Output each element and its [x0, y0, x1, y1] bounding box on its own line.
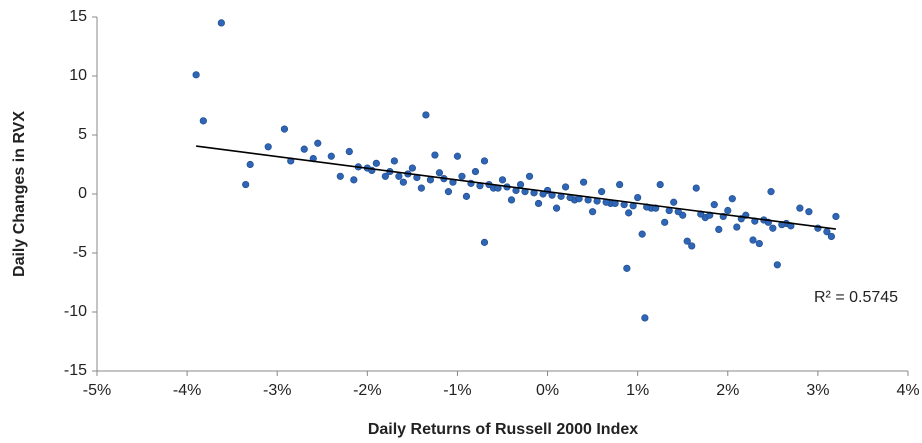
- point: [480, 157, 489, 165]
- point: [462, 192, 471, 200]
- x-tick-label: 0%: [536, 382, 559, 399]
- point: [507, 196, 516, 204]
- point: [656, 180, 664, 189]
- point: [688, 242, 696, 250]
- point: [670, 198, 678, 206]
- point: [458, 172, 466, 180]
- point: [710, 201, 718, 209]
- point: [350, 176, 358, 184]
- point: [724, 206, 732, 215]
- x-tick-label: 1%: [626, 382, 649, 399]
- point: [805, 208, 813, 216]
- point: [661, 218, 669, 226]
- x-tick-label: -3%: [263, 382, 291, 399]
- x-tick-label: -5%: [83, 382, 111, 399]
- annotation: R² = 0.5745: [814, 289, 898, 306]
- point: [280, 125, 289, 133]
- point: [444, 188, 453, 196]
- point: [715, 225, 723, 233]
- point: [634, 193, 642, 202]
- point: [534, 199, 543, 208]
- point: [625, 209, 633, 217]
- point: [264, 143, 272, 151]
- x-tick-label: -4%: [173, 382, 201, 399]
- point: [832, 212, 840, 221]
- point: [390, 157, 398, 165]
- point: [242, 180, 250, 189]
- point: [435, 169, 444, 177]
- point: [616, 180, 624, 189]
- point: [561, 183, 570, 191]
- point: [579, 178, 588, 186]
- point: [733, 223, 741, 231]
- x-tick-label: 3%: [806, 382, 829, 399]
- point: [246, 160, 254, 169]
- y-tick-label: 10: [69, 67, 87, 84]
- y-tick-label: -10: [64, 303, 87, 320]
- point: [417, 184, 426, 192]
- y-tick-label: 5: [78, 126, 87, 143]
- point: [431, 151, 439, 159]
- point: [453, 152, 462, 160]
- point: [589, 208, 597, 216]
- point: [728, 195, 736, 203]
- y-axis-title: Daily Changes in RVX: [11, 111, 28, 277]
- point: [327, 152, 335, 160]
- point: [199, 117, 207, 125]
- point: [399, 178, 407, 186]
- point: [641, 314, 649, 322]
- point: [769, 224, 777, 232]
- point: [755, 239, 763, 248]
- x-tick-label: 2%: [716, 382, 739, 399]
- point: [773, 261, 781, 269]
- point: [638, 230, 646, 238]
- point: [395, 172, 403, 180]
- point: [336, 172, 344, 180]
- point: [471, 167, 480, 176]
- point: [300, 145, 308, 153]
- trendline: [196, 145, 837, 230]
- point: [516, 180, 525, 189]
- point: [422, 111, 430, 119]
- point: [827, 232, 836, 241]
- x-tick-label: -2%: [353, 382, 381, 399]
- y-tick-label: -15: [64, 362, 87, 379]
- point: [796, 204, 804, 212]
- point: [598, 188, 606, 196]
- y-tick-label: 0: [78, 185, 87, 202]
- x-tick-label: 4%: [896, 382, 919, 399]
- point: [552, 204, 561, 212]
- point: [623, 264, 631, 272]
- point: [692, 184, 700, 192]
- point: [749, 236, 757, 244]
- y-tick-label: -5: [73, 244, 87, 261]
- point: [314, 139, 322, 147]
- y-tick-label: 15: [69, 8, 87, 25]
- point: [408, 164, 416, 172]
- point: [767, 188, 775, 196]
- x-axis-title: Daily Returns of Russell 2000 Index: [368, 421, 638, 438]
- x-tick-label: -1%: [443, 382, 471, 399]
- point: [192, 71, 200, 79]
- point: [217, 19, 225, 27]
- point: [480, 238, 489, 246]
- point: [345, 147, 353, 156]
- point: [683, 237, 691, 245]
- point: [381, 172, 389, 180]
- point: [498, 176, 507, 184]
- point: [525, 172, 534, 180]
- point: [372, 159, 380, 167]
